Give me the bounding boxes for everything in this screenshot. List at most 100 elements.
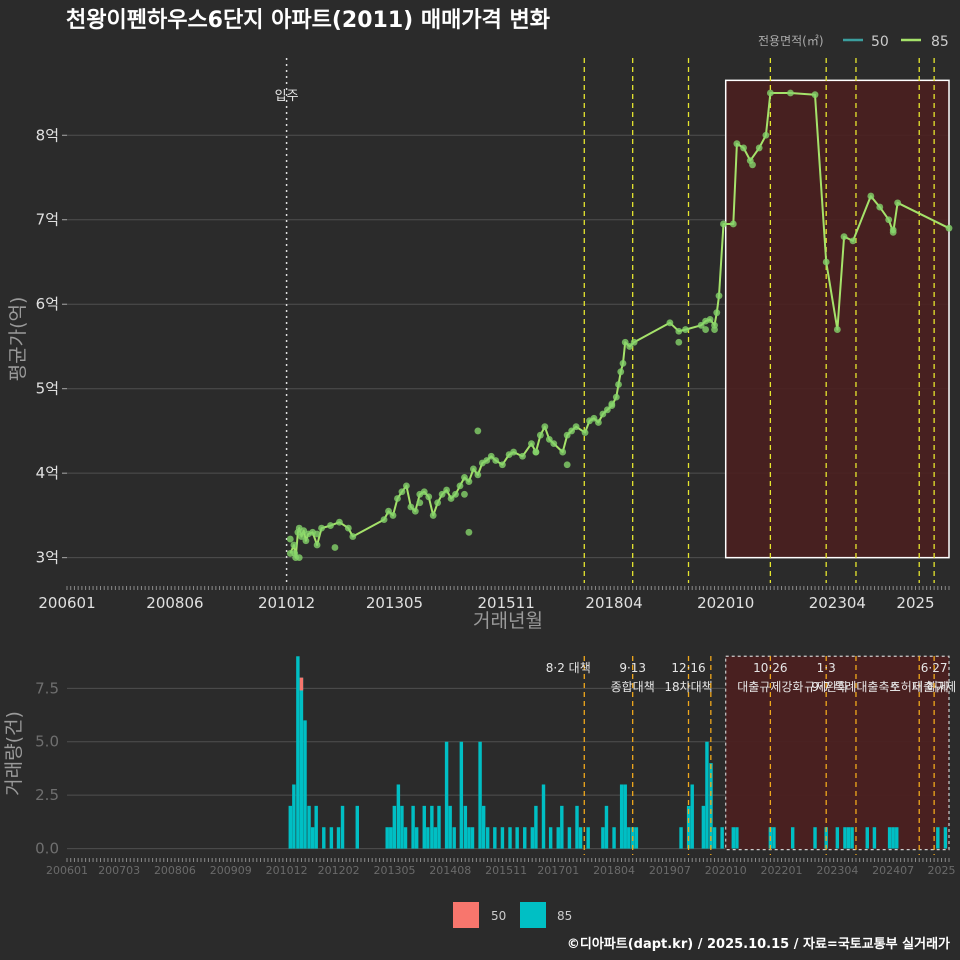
x2-tick-label: 200703 [98, 864, 140, 877]
price-point [581, 429, 589, 437]
price-point [483, 457, 491, 464]
price-point [443, 486, 450, 494]
price-point [612, 393, 620, 401]
volume-bar-85 [288, 805, 293, 849]
price-point [733, 140, 741, 148]
legend-label-50: 50 [871, 34, 889, 50]
price-point [595, 419, 602, 426]
price-point [766, 89, 774, 97]
volume-bar-85 [712, 827, 717, 849]
price-point [295, 554, 303, 562]
volume-bar-85 [481, 805, 486, 849]
price-point [499, 461, 506, 469]
volume-bar-85 [314, 805, 318, 849]
volume-bar-85 [523, 827, 527, 849]
volume-bar-85 [430, 805, 434, 849]
bar-legend-swatch-85 [520, 902, 546, 928]
price-point [621, 338, 629, 346]
x2-tick-label: 201701 [537, 864, 579, 877]
price-point [327, 522, 334, 529]
price-point [849, 237, 857, 245]
volume-bar-85 [329, 827, 334, 849]
volume-bar-85 [813, 827, 817, 849]
price-point [416, 499, 424, 507]
x-tick-label: 202304 [809, 594, 866, 612]
volume-bar-85 [463, 805, 468, 849]
volume-bar-85 [400, 805, 404, 849]
policy-label-bottom: 규제완화 [804, 680, 848, 694]
policy-label-bottom: 18차대책 [664, 679, 712, 694]
price-point [550, 440, 558, 448]
policy-label-top: 6·27 [921, 661, 948, 675]
price-point [619, 359, 627, 367]
volume-bar-85 [530, 827, 535, 849]
x2-tick-label: 200806 [154, 864, 196, 877]
volume-bar-85 [414, 827, 419, 849]
x-tick-label: 201305 [366, 594, 423, 612]
price-point [434, 499, 442, 507]
price-point [706, 316, 714, 323]
volume-bar-85 [307, 805, 311, 849]
volume-bar-85 [411, 805, 415, 849]
volume-bar-85 [292, 784, 296, 849]
x-tick-label: 200601 [38, 594, 95, 612]
price-point [331, 544, 339, 551]
x2-tick-label: 201012 [266, 864, 308, 877]
x2-tick-label: 202201 [761, 864, 803, 877]
price-point [697, 321, 705, 329]
price-point [420, 488, 428, 496]
price-point [510, 448, 517, 456]
bar-legend-label-85: 85 [557, 909, 572, 923]
price-point [385, 507, 392, 515]
chart-title: 천왕이펜하우스6단지 아파트(2011) 매매가격 변화 [66, 8, 550, 33]
x2-tick-label: 200909 [210, 864, 252, 877]
price-point [608, 400, 616, 408]
price-point [380, 516, 388, 524]
price-point [438, 490, 446, 498]
price-point [720, 220, 727, 228]
volume-bar-85 [485, 827, 490, 849]
price-point [536, 431, 544, 439]
price-point [398, 488, 406, 496]
price-point [461, 474, 468, 481]
price-point [755, 144, 763, 152]
volume-bar-85 [310, 827, 315, 849]
price-point [599, 410, 607, 418]
price-point [429, 512, 437, 519]
price-point [349, 533, 357, 540]
price-point [545, 435, 553, 443]
volume-bar-85 [515, 827, 519, 849]
volume-bar-85 [634, 827, 639, 849]
legend-title: 전용면적(㎡) [758, 34, 824, 48]
volume-bar-85 [403, 827, 408, 849]
volume-bar-85 [575, 805, 579, 849]
price-point [889, 226, 897, 234]
volume-bar-85 [560, 805, 564, 849]
y2-tick-label: 5.0 [35, 733, 59, 751]
price-point [615, 381, 622, 388]
volume-bar-85 [701, 805, 706, 849]
volume-bar-85 [433, 827, 438, 849]
price-point [729, 220, 737, 228]
price-point [313, 530, 321, 538]
bar-highlight-box [725, 655, 950, 851]
price-point [541, 423, 549, 431]
price-point [461, 490, 468, 498]
volume-bar-85 [355, 805, 359, 849]
x2-tick-label: 200601 [46, 864, 88, 877]
price-point [885, 216, 893, 224]
y-axis-title: 평균가(억) [7, 297, 29, 382]
policy-label-bottom: 대출규제 [912, 680, 956, 694]
price-point [528, 440, 535, 448]
price-point [675, 338, 683, 346]
x-tick-label: 201511 [477, 594, 534, 612]
volume-bar-85 [478, 741, 482, 849]
price-point [456, 482, 464, 490]
x-tick-label: 201804 [585, 594, 642, 612]
volume-bar-85 [303, 720, 307, 849]
price-point [291, 550, 299, 557]
policy-label-top: 12·16 [671, 661, 705, 675]
volume-bar-85 [467, 827, 471, 849]
price-point [465, 528, 473, 536]
y2-axis-title: 거래량(건) [3, 711, 25, 796]
